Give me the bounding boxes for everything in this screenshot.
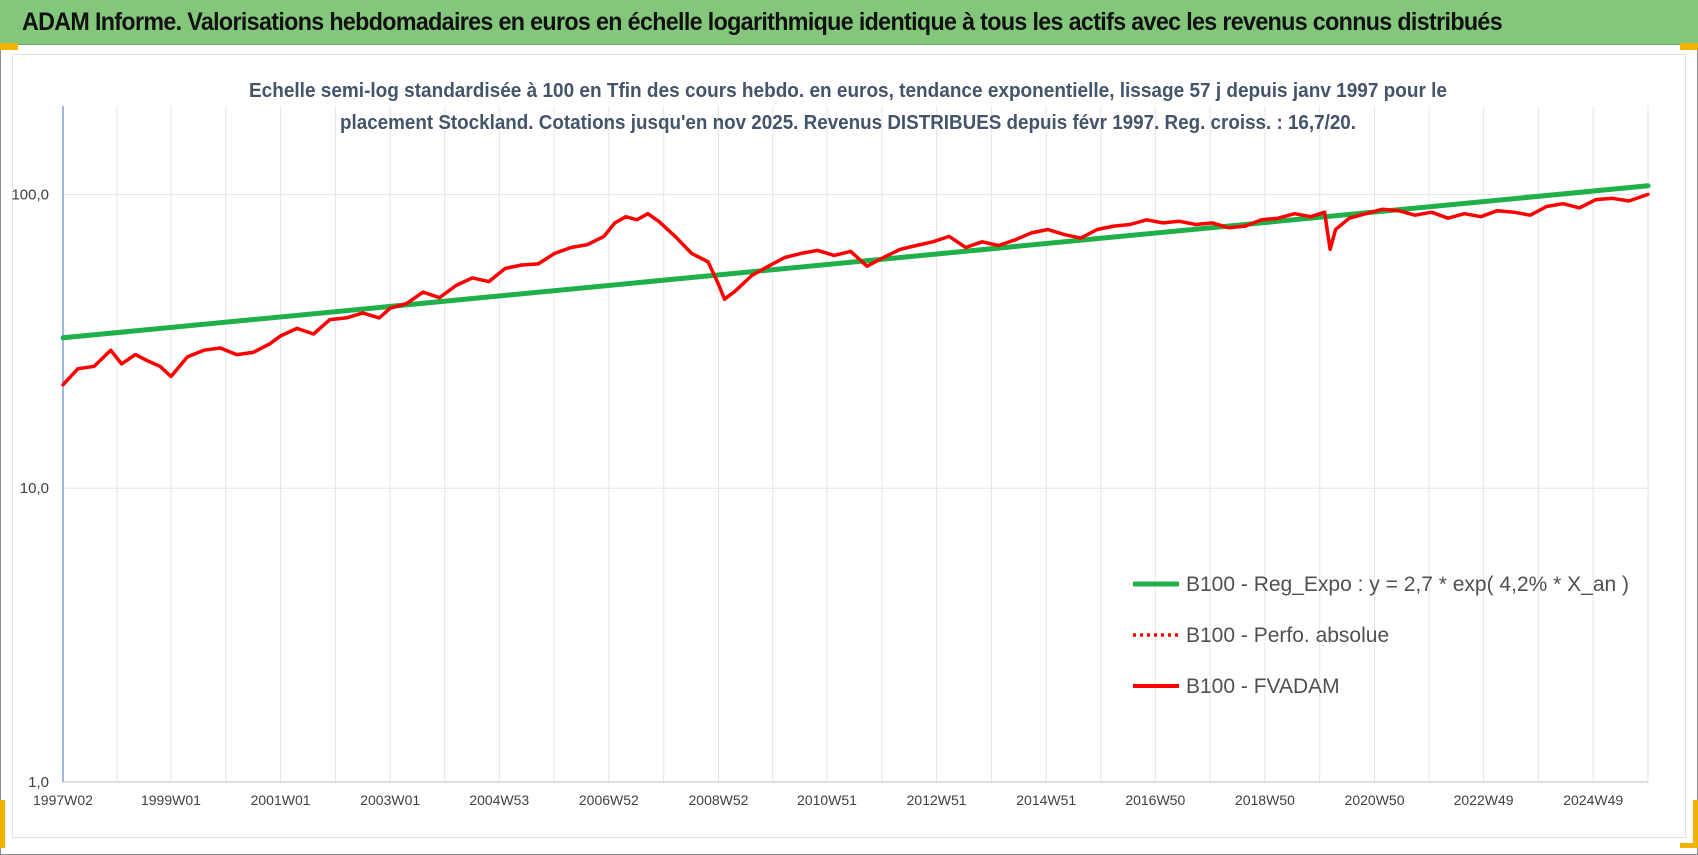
x-tick-label: 2016W50 bbox=[1125, 792, 1185, 808]
x-tick-label: 2020W50 bbox=[1345, 792, 1405, 808]
x-tick-label: 2014W51 bbox=[1016, 792, 1076, 808]
x-tick-label: 2001W01 bbox=[251, 792, 311, 808]
x-tick-label: 2003W01 bbox=[360, 792, 420, 808]
y-tick-labels: 1,0 10,0 100,0 bbox=[11, 186, 49, 791]
corner-mark-bottom-right bbox=[1693, 800, 1698, 848]
y-tick-label: 1,0 bbox=[28, 774, 49, 791]
legend-label-1: B100 - Perfo. absolue bbox=[1186, 624, 1389, 647]
chart-subtitle-line-2: placement Stockland. Cotations jusqu'en … bbox=[340, 112, 1356, 134]
legend-label-0: B100 - Reg_Expo : y = 2,7 * exp( 4,2% * … bbox=[1186, 573, 1629, 596]
x-tick-label: 1999W01 bbox=[141, 792, 201, 808]
y-tick-label: 10,0 bbox=[20, 480, 49, 497]
banner: ADAM Informe. Valorisations hebdomadaire… bbox=[0, 0, 1698, 45]
chart-subtitle-line-1: Echelle semi-log standardisée à 100 en T… bbox=[249, 80, 1447, 102]
x-tick-label: 2024W49 bbox=[1563, 792, 1623, 808]
corner-mark-bottom-left bbox=[0, 800, 5, 848]
banner-title: ADAM Informe. Valorisations hebdomadaire… bbox=[22, 8, 1503, 36]
x-tick-labels: 1997W02 1999W01 2001W01 2003W01 2004W53 2006W… bbox=[33, 792, 1623, 808]
x-tick-label: 2004W53 bbox=[469, 792, 529, 808]
y-tick-label: 100,0 bbox=[11, 186, 49, 203]
x-tick-label: 2006W52 bbox=[579, 792, 639, 808]
chart-axes bbox=[62, 106, 1648, 783]
x-tick-label: 2022W49 bbox=[1454, 792, 1514, 808]
chart-inner-frame bbox=[12, 54, 1686, 838]
series-line-0 bbox=[60, 183, 1651, 341]
corner-mark-top-left bbox=[0, 43, 18, 50]
legend-label-2: B100 - FVADAM bbox=[1186, 675, 1340, 698]
corner-mark-top-right bbox=[1680, 43, 1698, 50]
x-tick-label: 2012W51 bbox=[907, 792, 967, 808]
chart-series bbox=[60, 183, 1651, 387]
x-tick-label: 2018W50 bbox=[1235, 792, 1295, 808]
chart-legend: B100 - Reg_Expo : y = 2,7 * exp( 4,2% * … bbox=[1133, 573, 1629, 698]
x-tick-label: 2010W51 bbox=[797, 792, 857, 808]
x-tick-label: 1997W02 bbox=[33, 792, 93, 808]
series-line-2 bbox=[61, 192, 1650, 387]
corner-mark-bottom-right-h bbox=[1680, 843, 1698, 848]
x-tick-label: 2008W52 bbox=[689, 792, 749, 808]
